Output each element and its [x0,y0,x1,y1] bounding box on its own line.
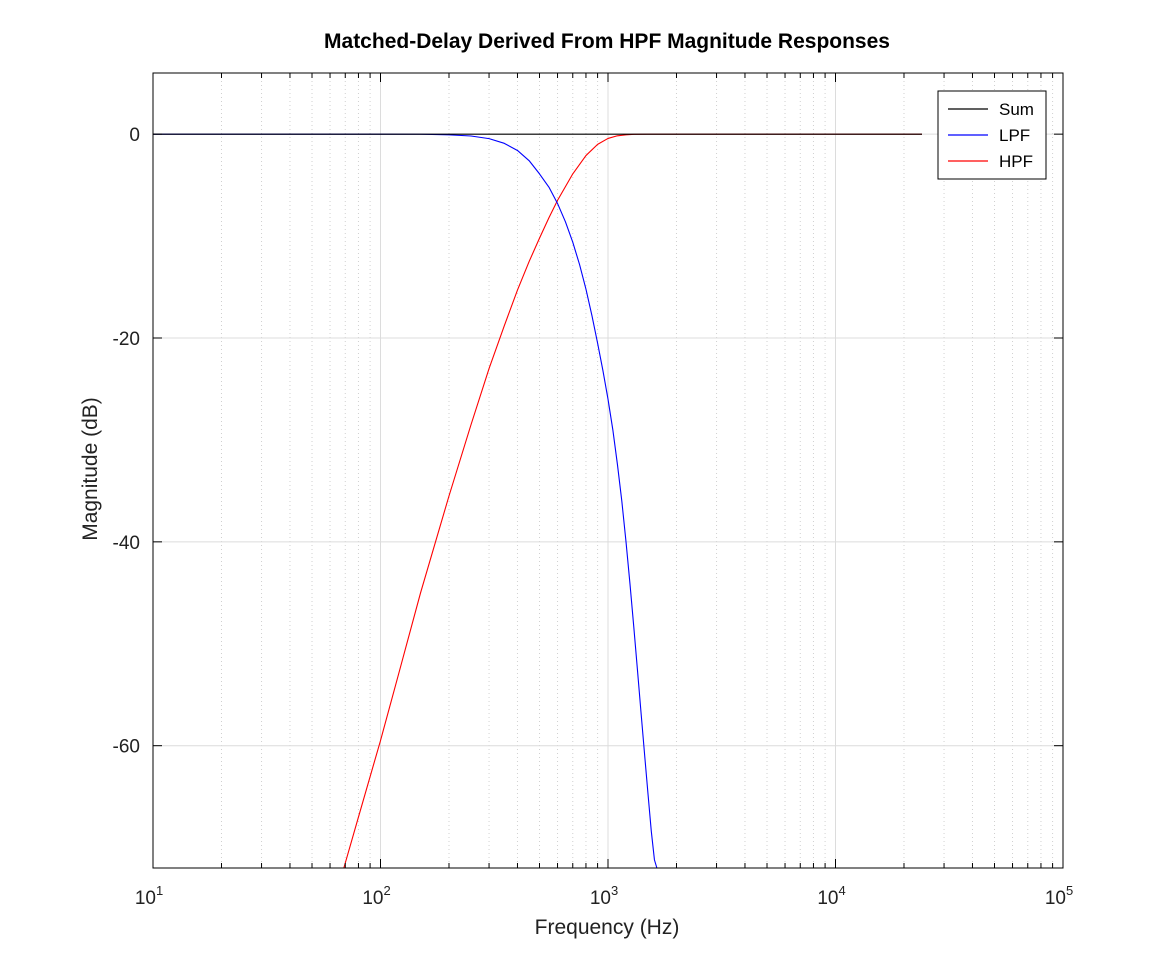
chart-title: Matched-Delay Derived From HPF Magnitude… [324,30,890,53]
y-tick-label: -40 [113,533,140,554]
legend-label-lpf: LPF [999,126,1030,145]
y-tick-label: 0 [129,125,140,146]
x-tick-label: 102 [362,883,390,909]
legend: Sum LPF HPF [937,90,1047,180]
y-tick-label: -20 [113,329,140,350]
plot-lines [153,133,922,869]
x-axis-label: Frequency (Hz) [535,916,680,939]
x-tick-label: 105 [1045,883,1073,909]
series-line-lpf [153,133,658,869]
legend-label-hpf: HPF [999,152,1033,171]
grid [153,73,1063,868]
axis-ticks: 101 102 103 104 105 0 -20 -40 -60 [113,73,1073,909]
y-tick-label: -60 [113,737,140,758]
x-tick-label: 104 [817,883,845,909]
legend-label-sum: Sum [999,100,1034,119]
x-tick-label: 101 [135,883,163,909]
y-axis-label: Magnitude (dB) [79,397,102,541]
x-tick-label: 103 [590,883,618,909]
